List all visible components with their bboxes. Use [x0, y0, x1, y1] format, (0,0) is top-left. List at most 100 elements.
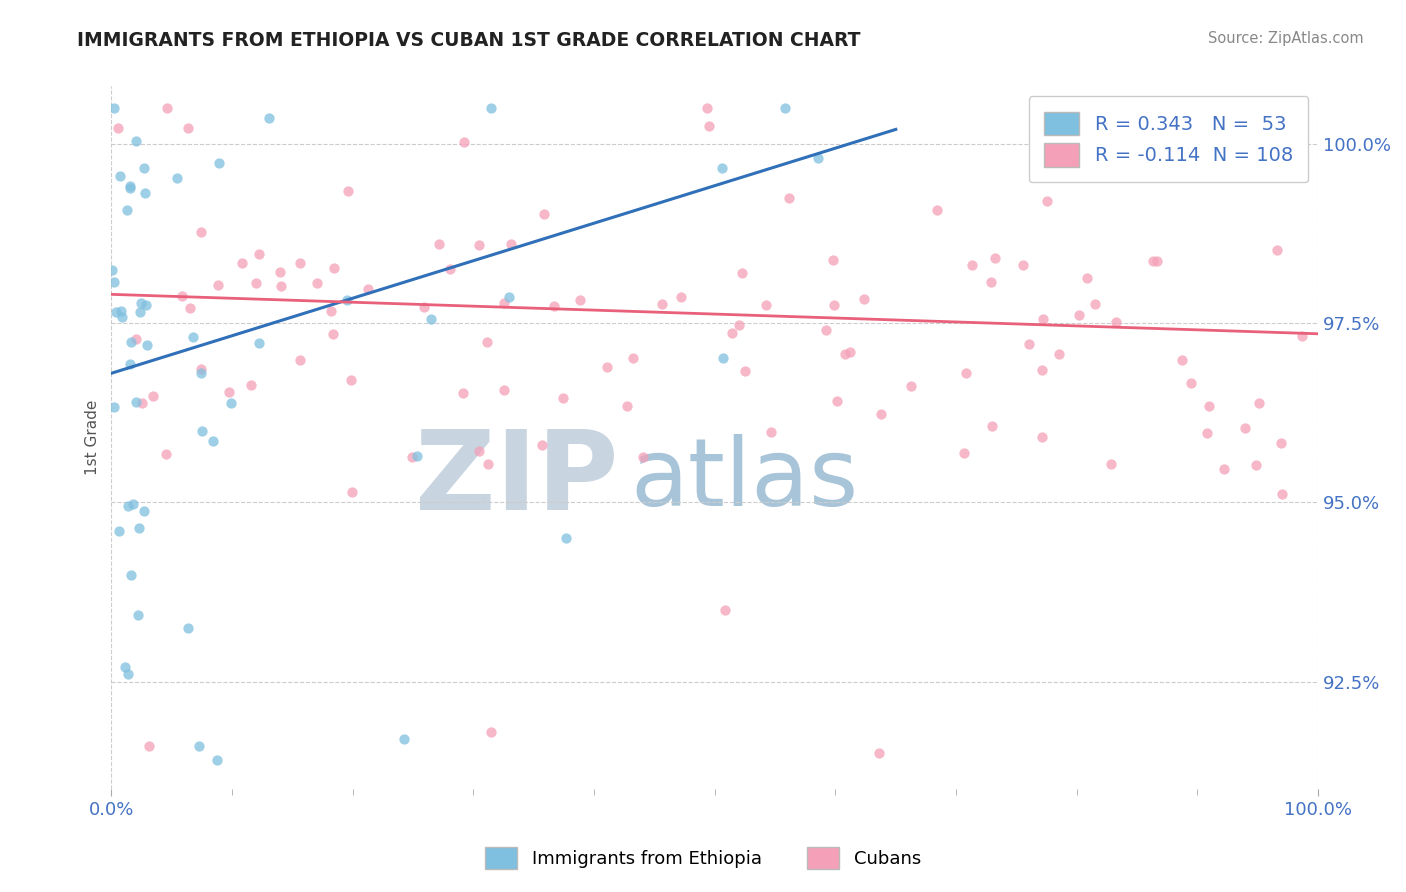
Legend: R = 0.343   N =  53, R = -0.114  N = 108: R = 0.343 N = 53, R = -0.114 N = 108 [1029, 96, 1309, 183]
Point [1234, 421, 1257, 435]
Point [1084, 297, 1107, 311]
Point [114, 660, 136, 674]
Point [288, 255, 311, 269]
Point [731, 266, 754, 280]
Point [307, 276, 329, 290]
Point [960, 258, 983, 272]
Point [288, 352, 311, 367]
Point [499, 236, 522, 251]
Point [129, 296, 152, 310]
Point [117, 499, 139, 513]
Point [120, 334, 142, 349]
Point [120, 568, 142, 582]
Point [177, 121, 200, 136]
Point [103, 275, 125, 289]
Point [1246, 458, 1268, 472]
Point [111, 310, 134, 324]
Point [451, 386, 474, 401]
Point [176, 622, 198, 636]
Point [621, 351, 644, 366]
Point [868, 747, 890, 761]
Point [533, 207, 555, 221]
Point [759, 425, 782, 439]
Y-axis label: 1st Grade: 1st Grade [86, 401, 100, 475]
Point [1101, 458, 1123, 472]
Point [1031, 430, 1053, 444]
Point [166, 170, 188, 185]
Text: IMMIGRANTS FROM ETHIOPIA VS CUBAN 1ST GRADE CORRELATION CHART: IMMIGRANTS FROM ETHIOPIA VS CUBAN 1ST GR… [77, 31, 860, 50]
Point [1146, 253, 1168, 268]
Point [135, 298, 157, 312]
Point [412, 300, 434, 314]
Point [439, 262, 461, 277]
Point [821, 252, 844, 267]
Point [671, 290, 693, 304]
Point [479, 101, 502, 115]
Point [1069, 308, 1091, 322]
Point [492, 296, 515, 310]
Point [852, 292, 875, 306]
Point [492, 384, 515, 398]
Point [247, 335, 270, 350]
Point [1105, 315, 1128, 329]
Point [1047, 346, 1070, 360]
Point [134, 161, 156, 175]
Point [475, 335, 498, 350]
Point [336, 293, 359, 307]
Point [554, 531, 576, 545]
Point [1012, 258, 1035, 272]
Point [1032, 311, 1054, 326]
Point [110, 304, 132, 318]
Point [775, 101, 797, 115]
Point [205, 753, 228, 767]
Point [953, 446, 976, 460]
Point [401, 450, 423, 464]
Point [117, 202, 139, 217]
Point [117, 667, 139, 681]
Point [1171, 352, 1194, 367]
Point [269, 265, 291, 279]
Point [170, 289, 193, 303]
Point [980, 419, 1002, 434]
Point [108, 524, 131, 538]
Point [118, 179, 141, 194]
Point [127, 607, 149, 622]
Point [245, 276, 267, 290]
Point [815, 323, 838, 337]
Point [983, 251, 1005, 265]
Point [1291, 329, 1313, 343]
Point [218, 384, 240, 399]
Point [807, 151, 830, 165]
Point [1180, 376, 1202, 390]
Point [569, 293, 592, 307]
Point [616, 399, 638, 413]
Point [270, 279, 292, 293]
Point [156, 101, 179, 115]
Point [128, 521, 150, 535]
Point [207, 278, 229, 293]
Point [823, 298, 845, 312]
Point [1247, 396, 1270, 410]
Point [125, 332, 148, 346]
Point [1270, 435, 1292, 450]
Point [219, 396, 242, 410]
Point [356, 282, 378, 296]
Point [1142, 254, 1164, 268]
Point [453, 136, 475, 150]
Point [468, 238, 491, 252]
Point [595, 359, 617, 374]
Point [322, 326, 344, 341]
Point [696, 101, 718, 115]
Point [179, 301, 201, 316]
Point [1212, 462, 1234, 476]
Point [1265, 244, 1288, 258]
Point [980, 275, 1002, 289]
Point [118, 180, 141, 194]
Point [1198, 400, 1220, 414]
Point [498, 290, 520, 304]
Point [103, 101, 125, 115]
Point [1036, 194, 1059, 209]
Point [869, 407, 891, 421]
Point [714, 603, 737, 617]
Point [778, 191, 800, 205]
